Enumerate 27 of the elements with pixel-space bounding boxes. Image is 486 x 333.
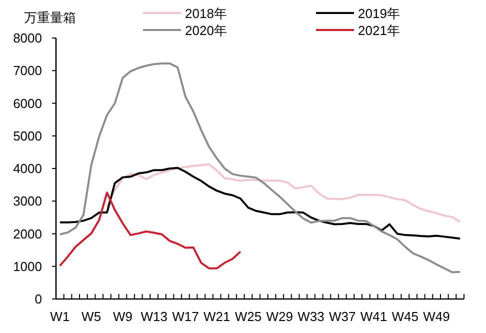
x-tick-label: W5 xyxy=(82,309,102,324)
legend-label: 2019年 xyxy=(358,6,400,21)
x-tick-label: W41 xyxy=(360,309,388,324)
y-tick-label: 4000 xyxy=(13,161,42,176)
y-tick-label: 0 xyxy=(34,292,42,306)
legend-label: 2020年 xyxy=(185,23,227,38)
x-tick-label: W9 xyxy=(112,309,132,324)
x-tick-label: W25 xyxy=(234,309,262,324)
x-tick-label: W29 xyxy=(266,309,293,324)
x-tick-label: W21 xyxy=(203,309,230,324)
y-tick-label: 5000 xyxy=(13,128,42,144)
y-axis-title: 万重量箱 xyxy=(24,10,76,25)
x-tick-label: W37 xyxy=(329,309,356,324)
y-tick-label: 3000 xyxy=(13,194,42,209)
x-tick-label: W17 xyxy=(172,309,199,324)
y-tick-label: 1000 xyxy=(13,258,42,274)
x-tick-label: W1 xyxy=(50,309,70,324)
x-tick-label: W13 xyxy=(140,309,168,324)
legend-label: 2018年 xyxy=(185,6,227,21)
legend-label: 2021年 xyxy=(358,23,400,38)
x-tick-label: W33 xyxy=(298,309,324,324)
y-tick-label: 7000 xyxy=(13,63,42,78)
x-tick-label: W45 xyxy=(392,309,419,324)
y-tick-label: 8000 xyxy=(13,30,42,46)
y-tick-label: 6000 xyxy=(13,96,42,111)
y-tick-label: 2000 xyxy=(13,226,42,242)
x-tick-label: W49 xyxy=(423,309,450,324)
